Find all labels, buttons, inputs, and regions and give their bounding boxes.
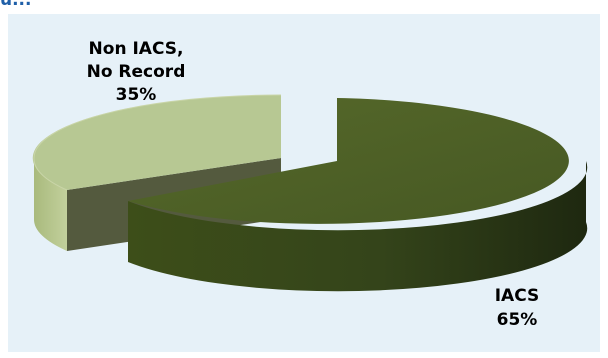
slice-label-non-iacs: Non IACS, No Record 35% <box>87 39 186 105</box>
title-strip: u... <box>0 0 608 14</box>
pie-slice-iacs <box>128 98 588 292</box>
label-non-iacs-percent: 35% <box>116 85 157 105</box>
label-iacs-name: IACS <box>495 286 540 306</box>
slice-iacs-top <box>128 98 569 224</box>
label-iacs-percent: 65% <box>497 310 538 330</box>
label-non-iacs-line1: Non IACS, <box>89 39 184 59</box>
slice-non-iacs-top <box>32 94 282 190</box>
slice-non-iacs-side <box>33 158 67 251</box>
cut-off-title: u... <box>0 0 32 10</box>
slice-non-iacs-rim <box>33 94 282 191</box>
label-non-iacs-line2: No Record <box>87 62 186 82</box>
slice-iacs-side <box>128 161 588 292</box>
slice-label-iacs: IACS 65% <box>495 286 540 330</box>
